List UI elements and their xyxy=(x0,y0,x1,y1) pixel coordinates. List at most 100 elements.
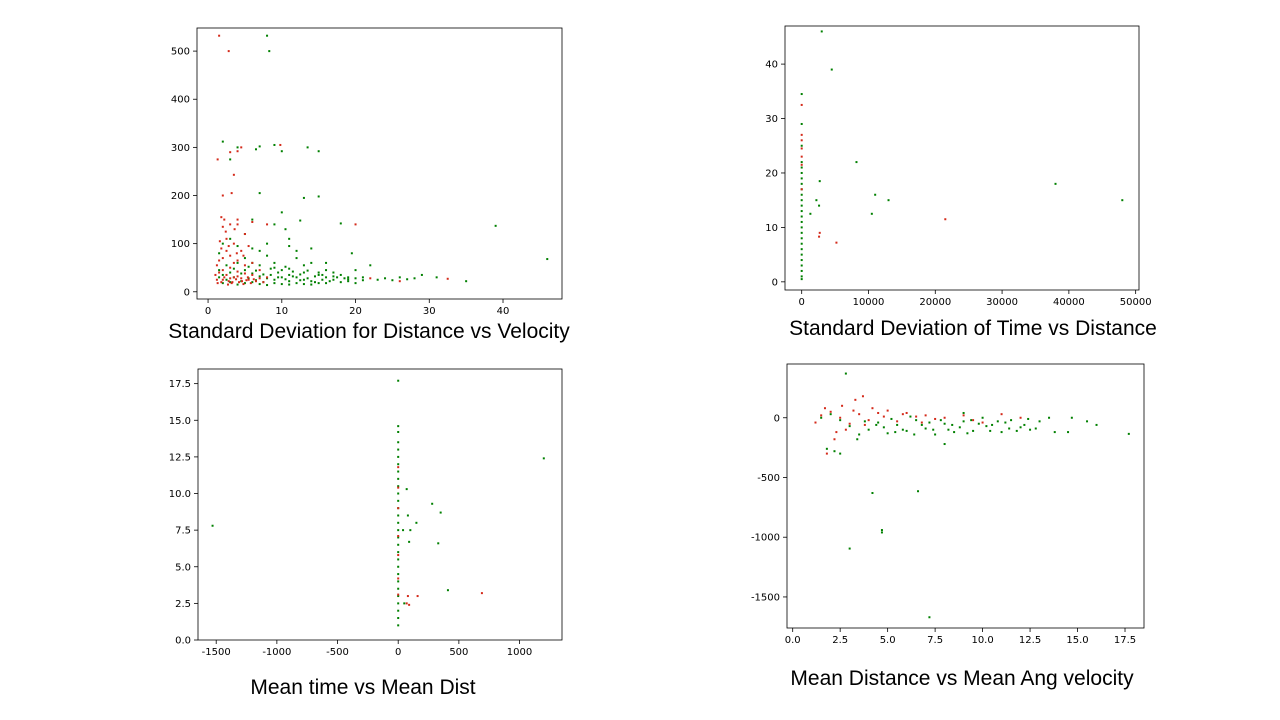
data-point-green xyxy=(1067,431,1070,434)
y-tick-label: 15.0 xyxy=(169,416,191,427)
data-point-red xyxy=(232,173,235,176)
data-point-green xyxy=(913,433,916,436)
data-point-green xyxy=(313,281,316,284)
data-point-green xyxy=(299,273,302,276)
data-point-green xyxy=(397,565,400,568)
data-point-green xyxy=(398,276,401,279)
data-point-red xyxy=(251,261,254,264)
data-point-green xyxy=(332,275,335,278)
data-point-green xyxy=(932,428,935,431)
data-point-red xyxy=(266,223,269,226)
data-point-green xyxy=(839,419,842,422)
y-tick-label: -1500 xyxy=(751,592,780,603)
data-point-red xyxy=(236,218,239,221)
data-point-green xyxy=(218,269,221,272)
data-point-red xyxy=(825,452,828,455)
data-point-green xyxy=(291,270,294,273)
data-point-green xyxy=(397,573,400,576)
data-point-red xyxy=(240,277,243,280)
data-point-green xyxy=(800,161,803,164)
data-point-green xyxy=(420,273,423,276)
data-point-red xyxy=(247,245,250,248)
data-point-green xyxy=(397,551,400,554)
data-point-red xyxy=(240,146,243,149)
data-point-red xyxy=(266,276,269,279)
data-point-green xyxy=(855,161,858,164)
data-point-green xyxy=(397,617,400,620)
data-point-red xyxy=(405,602,408,605)
data-point-green xyxy=(996,420,999,423)
data-point-green xyxy=(920,423,923,426)
data-point-green xyxy=(251,218,254,221)
data-point-green xyxy=(397,379,400,382)
data-point-green xyxy=(229,237,232,240)
data-point-green xyxy=(232,267,235,270)
data-point-green xyxy=(820,30,823,33)
data-point-red xyxy=(227,280,230,283)
data-point-green xyxy=(302,196,305,199)
data-point-red xyxy=(233,228,236,231)
data-point-green xyxy=(295,257,298,260)
data-point-green xyxy=(325,269,328,272)
data-point-green xyxy=(402,529,405,532)
data-point-green xyxy=(397,441,400,444)
plot-frame xyxy=(196,27,563,300)
data-point-green xyxy=(901,428,904,431)
data-point-red xyxy=(354,223,357,226)
data-point-green xyxy=(397,624,400,627)
data-point-green xyxy=(332,278,335,281)
data-point-green xyxy=(985,425,988,428)
data-point-green xyxy=(882,426,885,429)
data-point-red xyxy=(279,143,282,146)
data-point-green xyxy=(397,499,400,502)
data-point-green xyxy=(406,278,409,281)
data-point-green xyxy=(225,278,228,281)
data-point-red xyxy=(823,407,826,410)
x-tick-label: 40 xyxy=(497,306,510,317)
data-point-red xyxy=(232,261,235,264)
data-point-green xyxy=(306,277,309,280)
data-point-red xyxy=(814,421,817,424)
data-point-green xyxy=(347,276,350,279)
x-tick-label: 15.0 xyxy=(1066,635,1088,646)
data-point-red xyxy=(221,225,224,228)
data-point-red xyxy=(236,275,239,278)
data-point-green xyxy=(251,272,254,275)
data-point-green xyxy=(542,457,545,460)
data-point-red xyxy=(1019,416,1022,419)
data-point-red xyxy=(446,277,449,280)
data-point-green xyxy=(1008,427,1011,430)
data-point-green xyxy=(800,182,803,185)
data-point-red xyxy=(924,414,927,417)
data-point-green xyxy=(288,267,291,270)
y-tick-label: 0 xyxy=(184,287,190,298)
data-point-red xyxy=(397,486,400,489)
data-point-green xyxy=(397,430,400,433)
x-tick-label: 30000 xyxy=(986,297,1018,308)
data-point-green xyxy=(800,199,803,202)
data-point-red xyxy=(800,103,803,106)
data-point-green xyxy=(295,249,298,252)
y-tick-label: 7.5 xyxy=(175,526,191,537)
data-point-red xyxy=(243,272,246,275)
data-point-green xyxy=(800,278,803,281)
data-point-green xyxy=(354,282,357,285)
data-point-green xyxy=(1000,431,1003,434)
x-tick-label: 10.0 xyxy=(971,635,993,646)
data-point-green xyxy=(833,450,836,453)
data-point-green xyxy=(284,228,287,231)
data-point-green xyxy=(247,265,250,268)
y-tick-label: -1000 xyxy=(751,533,780,544)
data-point-green xyxy=(277,276,280,279)
y-tick-label: 5.0 xyxy=(175,562,191,573)
data-point-green xyxy=(409,529,412,532)
data-point-green xyxy=(800,248,803,251)
data-point-green xyxy=(258,283,261,286)
data-point-green xyxy=(397,536,400,539)
data-point-red xyxy=(252,278,255,281)
data-point-green xyxy=(266,284,269,287)
data-point-red xyxy=(235,278,238,281)
data-point-red xyxy=(240,280,243,283)
data-point-green xyxy=(236,261,239,264)
